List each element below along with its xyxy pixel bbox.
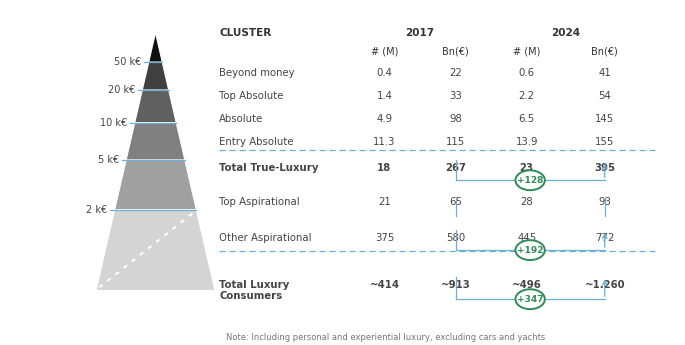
Circle shape [515, 289, 545, 309]
Text: 375: 375 [375, 233, 394, 243]
Text: 98: 98 [449, 114, 462, 124]
Text: Top Aspirational: Top Aspirational [219, 197, 300, 207]
Text: Total Luxury
Consumers: Total Luxury Consumers [219, 279, 290, 301]
Text: 772: 772 [595, 233, 614, 243]
Text: 93: 93 [598, 197, 611, 207]
Text: 2.2: 2.2 [519, 91, 535, 101]
Polygon shape [126, 123, 185, 160]
Text: 2017: 2017 [406, 28, 434, 38]
Text: 18: 18 [377, 163, 392, 173]
Text: # (M): # (M) [371, 47, 398, 57]
Text: # (M): # (M) [513, 47, 540, 57]
Text: 2024: 2024 [551, 28, 580, 38]
Text: 4.9: 4.9 [376, 114, 393, 124]
Text: 1.4: 1.4 [377, 91, 393, 101]
Text: Beyond money: Beyond money [219, 68, 295, 78]
Polygon shape [96, 210, 215, 290]
Text: Top Absolute: Top Absolute [219, 91, 284, 101]
Polygon shape [142, 62, 169, 90]
Polygon shape [149, 33, 162, 62]
Text: 50 k€: 50 k€ [114, 57, 141, 67]
Text: 115: 115 [446, 137, 465, 147]
Text: Other Aspirational: Other Aspirational [219, 233, 312, 243]
Text: 21: 21 [378, 197, 391, 207]
Circle shape [515, 240, 545, 260]
Text: 20 k€: 20 k€ [108, 85, 135, 95]
Text: 23: 23 [520, 163, 534, 173]
Text: Total True-Luxury: Total True-Luxury [219, 163, 319, 173]
Text: 65: 65 [449, 197, 462, 207]
Circle shape [515, 170, 545, 190]
Text: 155: 155 [595, 137, 614, 147]
Text: ~1.260: ~1.260 [584, 279, 625, 289]
Text: 0.6: 0.6 [519, 68, 535, 78]
Text: 41: 41 [598, 68, 611, 78]
Text: 445: 445 [517, 233, 536, 243]
Text: 11.3: 11.3 [373, 137, 396, 147]
Text: 395: 395 [594, 163, 615, 173]
Text: Bn(€): Bn(€) [591, 47, 618, 57]
Text: +192: +192 [517, 246, 543, 255]
Text: 145: 145 [595, 114, 614, 124]
Text: CLUSTER: CLUSTER [219, 28, 271, 38]
Text: 22: 22 [449, 68, 462, 78]
Text: ~414: ~414 [369, 279, 399, 289]
Text: 267: 267 [445, 163, 466, 173]
Text: 33: 33 [449, 91, 462, 101]
Text: 13.9: 13.9 [515, 137, 538, 147]
Text: +128: +128 [517, 176, 543, 185]
Text: 6.5: 6.5 [519, 114, 535, 124]
Text: ~913: ~913 [440, 279, 471, 289]
Text: Entry Absolute: Entry Absolute [219, 137, 294, 147]
Text: 28: 28 [521, 197, 533, 207]
Text: ~496: ~496 [512, 279, 542, 289]
Polygon shape [114, 160, 197, 210]
Text: 0.4: 0.4 [377, 68, 393, 78]
Text: 54: 54 [598, 91, 611, 101]
Text: 2 k€: 2 k€ [86, 205, 108, 215]
Text: Absolute: Absolute [219, 114, 264, 124]
Text: Note: Including personal and experiential luxury, excluding cars and yachts: Note: Including personal and experientia… [226, 333, 545, 342]
Polygon shape [135, 90, 176, 123]
Text: +347: +347 [516, 295, 543, 304]
Text: Bn(€): Bn(€) [443, 47, 469, 57]
Text: 10 k€: 10 k€ [100, 118, 127, 128]
Text: 5 k€: 5 k€ [97, 155, 119, 165]
Text: 580: 580 [446, 233, 465, 243]
